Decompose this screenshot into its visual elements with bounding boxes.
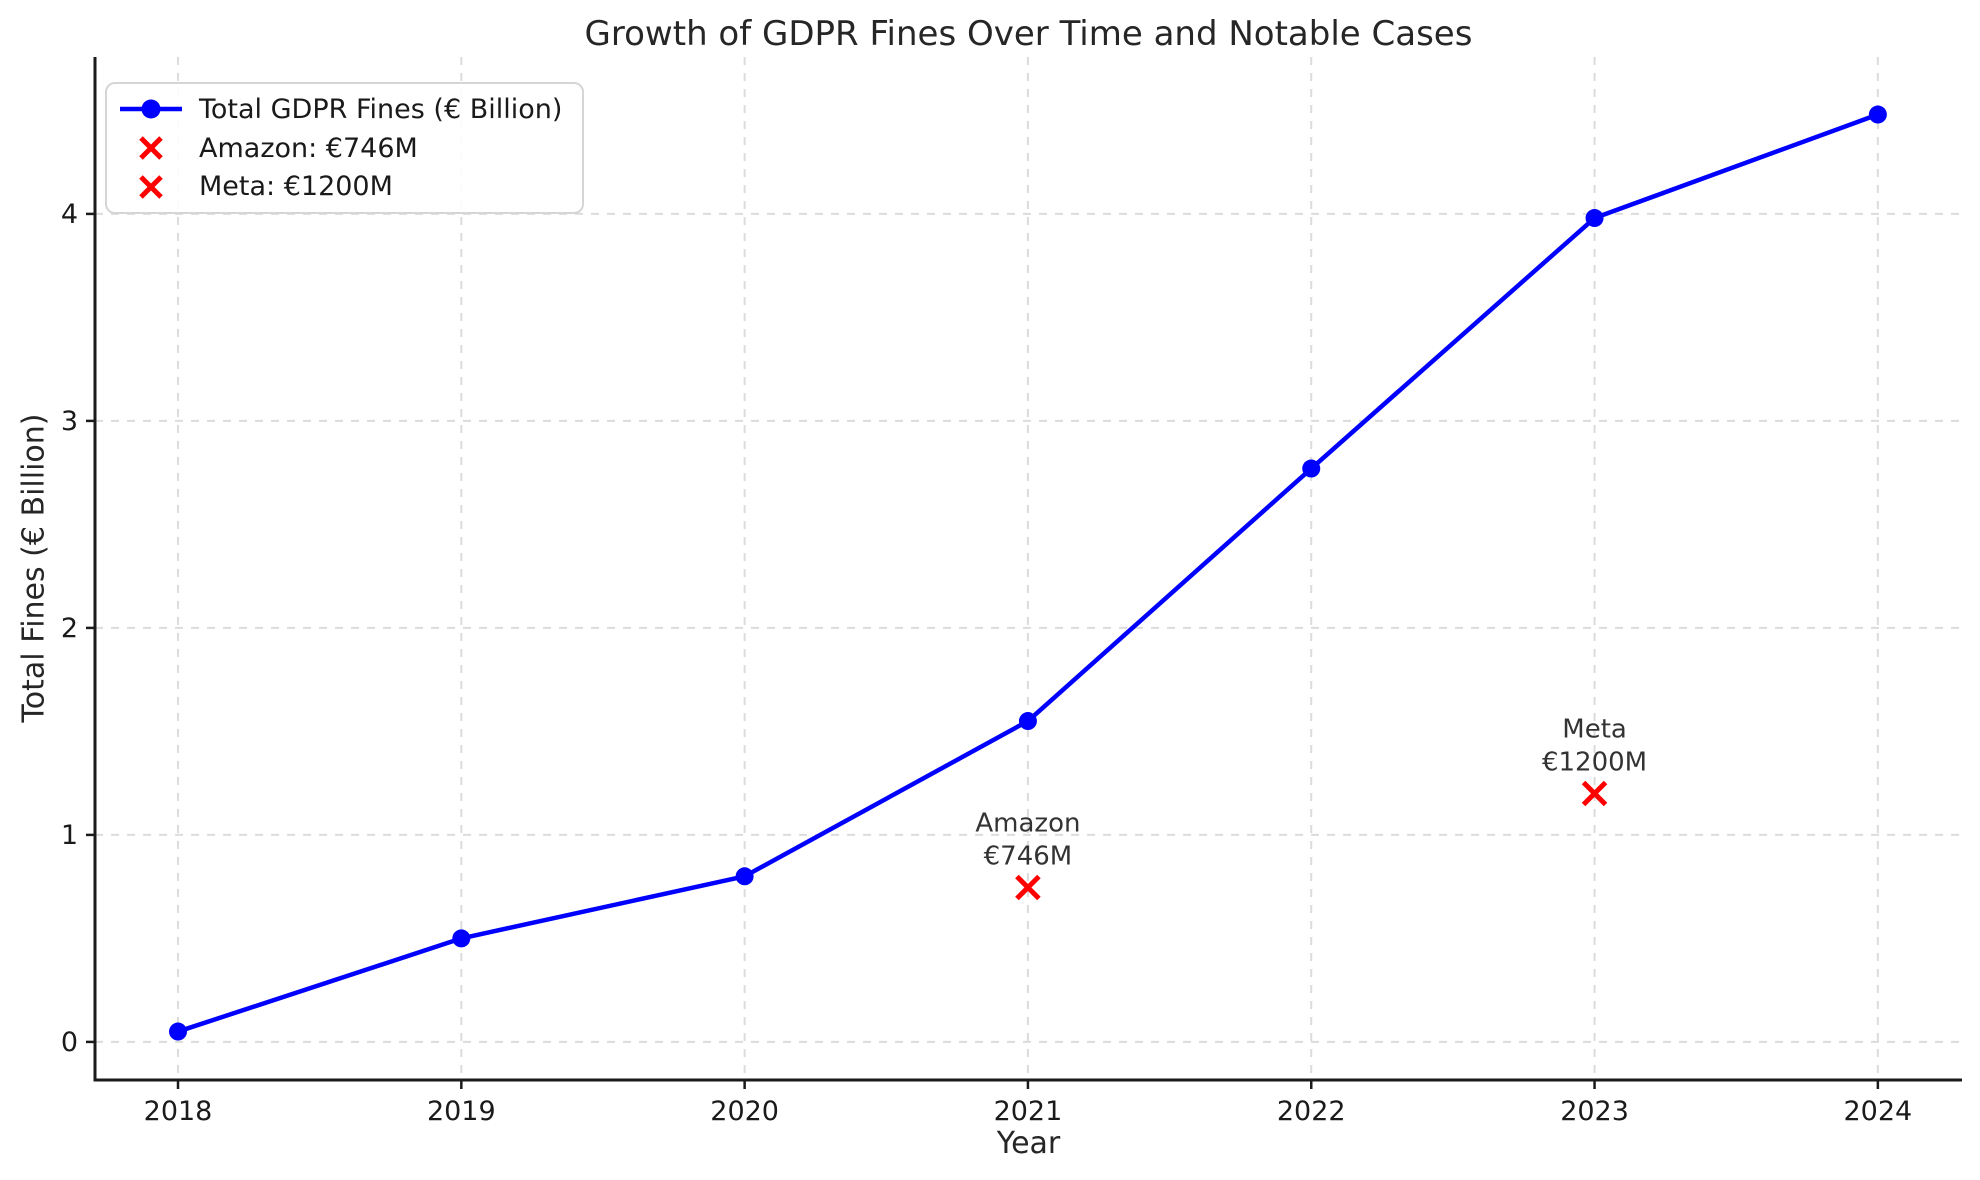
data-point-2022 [1302, 459, 1321, 478]
case-marker-amazon [1015, 874, 1041, 901]
legend-box: Total GDPR Fines (€ Billion) Amazon: €74… [105, 82, 584, 214]
y-tick-label-0: 0 [61, 1027, 78, 1058]
x-tick-label-2024: 2024 [1843, 1096, 1912, 1127]
legend-marker-glyph [139, 136, 163, 160]
data-point-2024 [1868, 105, 1887, 124]
legend-entry-total-fines: Total GDPR Fines (€ Billion) [107, 90, 582, 129]
annotation-meta-amount: €1200M [1542, 748, 1647, 778]
y-axis-label: Total Fines (€ Billion) [16, 413, 52, 723]
annotation-amazon-name: Amazon [975, 808, 1080, 838]
chart-title: Growth of GDPR Fines Over Time and Notab… [584, 14, 1473, 54]
x-tick-label-2022: 2022 [1277, 1096, 1346, 1127]
legend-entry-amazon: Amazon: €746M [107, 129, 582, 168]
x-tick-label-2021: 2021 [994, 1096, 1063, 1127]
x-tick-label-2019: 2019 [427, 1096, 496, 1127]
legend-circle [141, 99, 161, 119]
legend-entry-label: Amazon: €746M [199, 132, 418, 164]
legend-marker-glyph [120, 99, 182, 119]
y-tick-label-2: 2 [61, 613, 78, 644]
x-axis-label: Year [996, 1126, 1061, 1161]
x-tick-label-2018: 2018 [144, 1096, 213, 1127]
y-tick-label-1: 1 [61, 820, 78, 851]
legend-entry-label: Total GDPR Fines (€ Billion) [199, 93, 563, 125]
data-point-2021 [1018, 712, 1037, 731]
data-point-2018 [169, 1022, 188, 1041]
legend-x [139, 136, 163, 160]
x-tick-label-2023: 2023 [1560, 1096, 1629, 1127]
x-marker-stroke [1015, 874, 1041, 901]
legend-x-marker-icon [107, 173, 195, 201]
annotation-amazon-amount: €746M [984, 841, 1073, 871]
data-point-2020 [735, 867, 754, 886]
data-point-2019 [452, 929, 471, 948]
case-marker-meta [1581, 780, 1608, 807]
x-marker-stroke [1581, 780, 1608, 807]
x-tick-label-2020: 2020 [710, 1096, 779, 1127]
y-tick-label-3: 3 [61, 406, 78, 437]
legend-x [139, 174, 163, 199]
legend-marker-glyph [139, 174, 163, 199]
y-tick-label-4: 4 [61, 199, 78, 230]
data-point-2023 [1585, 209, 1604, 228]
annotation-meta-name: Meta [1562, 715, 1627, 745]
legend-line-circle-marker-icon [107, 95, 195, 123]
legend-entry-label: Meta: €1200M [199, 171, 393, 203]
legend-x-marker-icon [107, 134, 195, 162]
legend-entry-meta: Meta: €1200M [107, 167, 582, 206]
